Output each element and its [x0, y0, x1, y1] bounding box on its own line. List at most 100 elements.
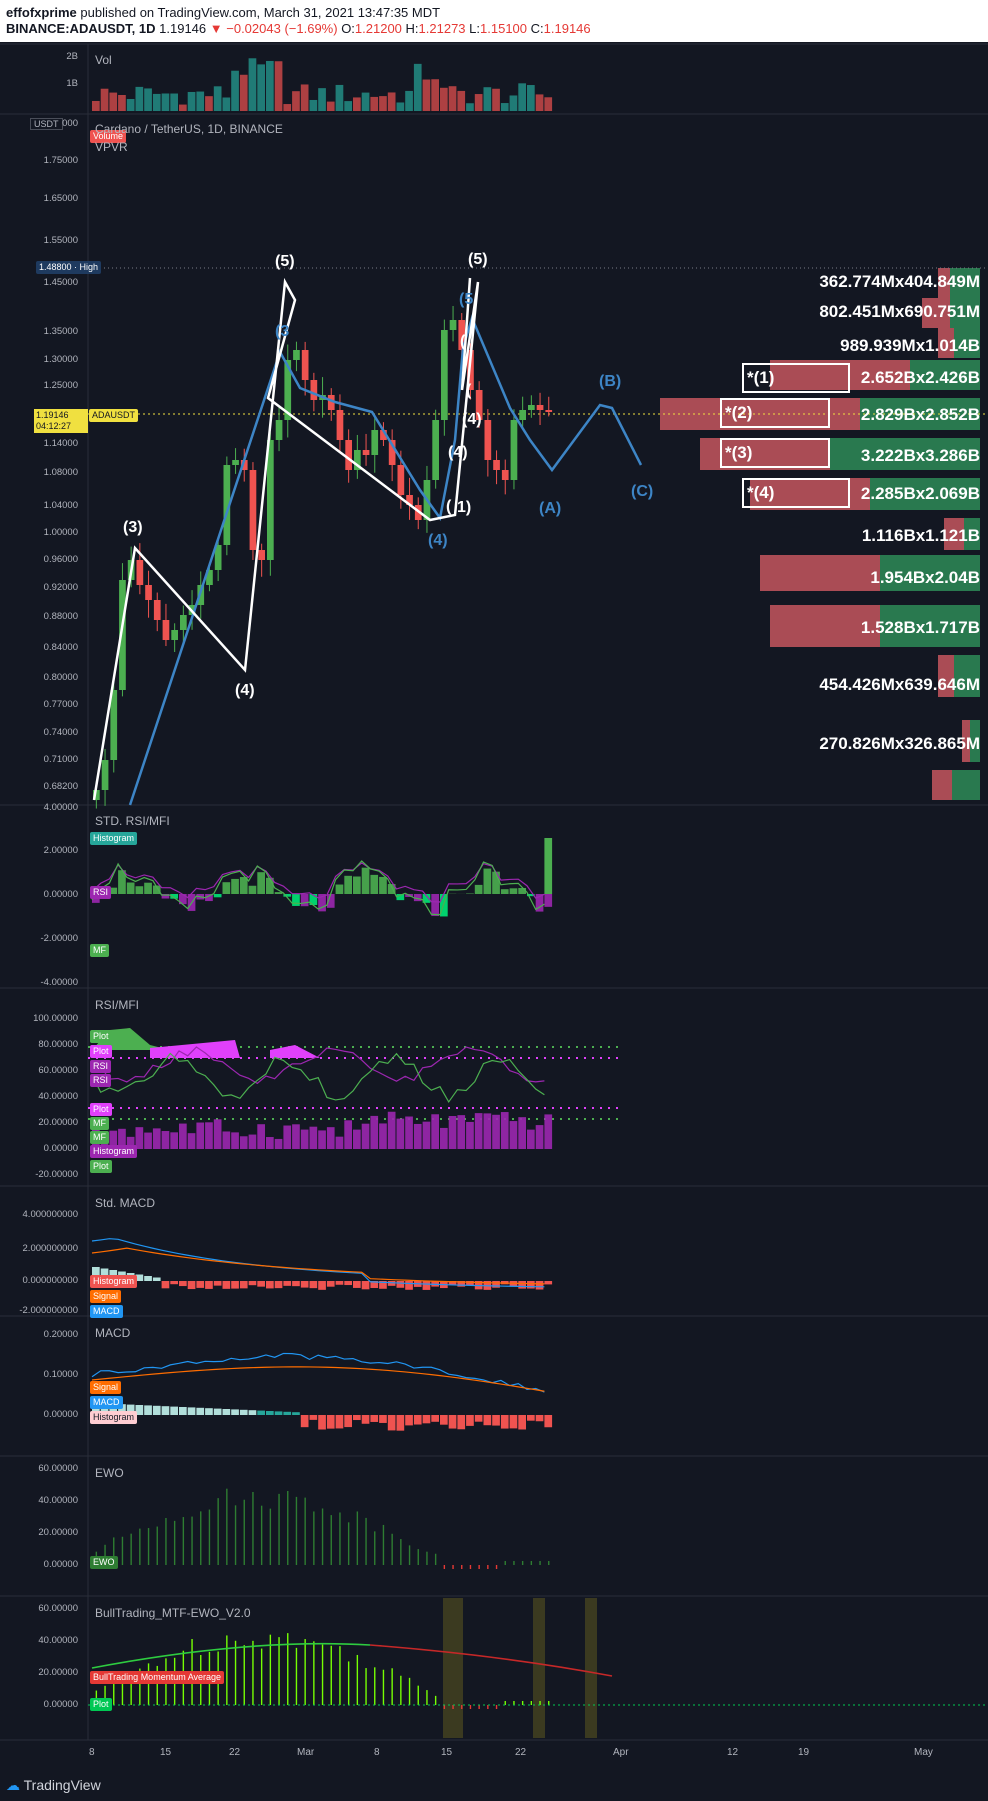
wave-box-3[interactable]: *(3) — [720, 438, 830, 468]
volume-bar — [492, 88, 500, 111]
candle-body — [214, 545, 222, 570]
macd-tick: 0.10000 — [43, 1369, 78, 1380]
rsimfi-tag-plot1: Plot — [90, 1030, 112, 1043]
wave-box-2[interactable]: *(2) — [720, 398, 830, 428]
wave-box-4[interactable]: *(4) — [742, 478, 850, 508]
volume-bar — [457, 90, 466, 111]
std-macd-bar — [544, 1281, 553, 1285]
rsi-axis-tick: -20.00000 — [35, 1169, 78, 1180]
volume-bar — [326, 101, 335, 111]
ewo-tag: EWO — [90, 1556, 118, 1569]
rsi-mfi-hist-bar — [361, 1123, 370, 1149]
vpvr-up-volume — [870, 478, 980, 510]
std-macd-tick: 0.000000000 — [22, 1275, 78, 1286]
candle-body — [162, 620, 170, 640]
price-change: ▼ −0.02043 (−1.69%) — [209, 21, 338, 36]
std-macd-bar — [492, 1281, 500, 1288]
price-axis-tick: 1.65000 — [43, 193, 78, 204]
currency-label[interactable]: USDT — [30, 118, 63, 130]
std-rsi-bar — [527, 894, 535, 897]
volume-bar — [353, 97, 361, 111]
std-rsi-bar — [274, 892, 283, 894]
vpvr-down-volume — [944, 518, 964, 550]
bt-tick: 0.00000 — [43, 1699, 78, 1710]
volume-title: Vol — [95, 53, 112, 67]
macd-tick: 0.00000 — [43, 1409, 78, 1420]
volume-bar — [109, 92, 118, 111]
candle-body — [171, 630, 178, 640]
std-macd-bar — [205, 1281, 213, 1289]
std-rsi-tick: -2.00000 — [40, 933, 78, 944]
std-macd-bar — [100, 1268, 109, 1281]
std-rsi-bar — [266, 877, 274, 894]
author-name[interactable]: effofxprime — [6, 5, 77, 20]
macd-hist-bar — [126, 1404, 135, 1415]
rsi-mfi-hist-bar — [422, 1121, 431, 1149]
std-macd-bar — [396, 1281, 405, 1288]
wave-label-4a: (4) — [235, 682, 255, 699]
volume-bar — [266, 60, 274, 111]
std-rsi-bar — [170, 894, 178, 899]
vpvr-up-volume — [950, 298, 980, 328]
rsi-mfi-hist-bar — [457, 1115, 466, 1149]
price-axis-tick: 1.08000 — [43, 467, 78, 478]
std-rsi-title: STD. RSI/MFI — [95, 814, 170, 828]
vpvr-volume-label: 1.528Bx1.717B — [860, 618, 980, 637]
candle-body — [484, 420, 492, 460]
volume-bar — [179, 104, 187, 111]
candle-body — [145, 585, 152, 600]
vpvr-down-volume — [932, 770, 952, 800]
rsi-axis-tick: 40.00000 — [38, 1091, 78, 1102]
std-rsi-bar — [353, 876, 361, 894]
candle-body — [354, 450, 361, 470]
macd-hist-bar — [527, 1415, 535, 1421]
macd-line — [91, 1352, 545, 1393]
std-rsi-bar — [422, 894, 431, 903]
rsi-mfi-hist-bar — [152, 1128, 161, 1149]
candle-body — [528, 405, 535, 410]
macd-hist-bar — [431, 1415, 439, 1422]
vpvr-volume-label: 989.939Mx1.014B — [840, 336, 980, 355]
std-macd-histogram-tag: Histogram — [90, 1275, 138, 1288]
x-tick: Mar — [297, 1747, 315, 1758]
rsi-mfi-hist-bar — [144, 1132, 152, 1149]
last-price: 1.19146 — [159, 21, 207, 36]
macd-hist-bar — [387, 1415, 396, 1431]
macd-hist-bar — [492, 1415, 500, 1426]
highlight-zone — [585, 1598, 597, 1738]
volume-bar — [387, 92, 396, 111]
std-macd-bar — [292, 1281, 300, 1287]
macd-hist-bar — [274, 1411, 283, 1415]
rsi-mfi-hist-bar — [109, 1130, 118, 1149]
candle-body — [153, 600, 161, 620]
macd-hist-bar — [144, 1405, 152, 1415]
std-rsi-bar — [318, 894, 326, 912]
rsi-mfi-hist-bar — [239, 1136, 248, 1149]
volume-tag: Volume — [90, 130, 127, 143]
volume-bar — [309, 99, 318, 111]
std-macd-bar — [370, 1281, 379, 1288]
macd-histogram-tag: Histogram — [90, 1411, 138, 1424]
footer: ☁ TradingView — [0, 1768, 988, 1801]
std-rsi-bar — [370, 874, 379, 894]
volume-bar — [500, 103, 509, 111]
std-macd-bar — [353, 1281, 361, 1288]
rsi-mfi-hist-bar — [431, 1114, 439, 1149]
wave-box-1[interactable]: *(1) — [742, 363, 850, 393]
price-axis-tick: 1.30000 — [43, 354, 78, 365]
volume-bar — [170, 93, 178, 111]
rsi-mfi-hist-bar — [213, 1119, 222, 1149]
volume-bar — [509, 95, 518, 111]
volume-bar — [344, 101, 352, 111]
rsi-mfi-hist-bar — [509, 1121, 518, 1149]
rsi-mfi-title: RSI/MFI — [95, 998, 139, 1012]
macd-hist-bar — [309, 1415, 318, 1420]
tradingview-logo[interactable]: ☁ TradingView — [6, 1777, 101, 1793]
volume-bar — [544, 97, 553, 111]
volume-bar — [100, 88, 109, 111]
std-rsi-bar — [387, 884, 396, 894]
rsi-mfi-hist-bar — [500, 1112, 509, 1149]
std-rsi-line — [91, 862, 545, 903]
rsi-mfi-hist-bar — [126, 1136, 135, 1149]
